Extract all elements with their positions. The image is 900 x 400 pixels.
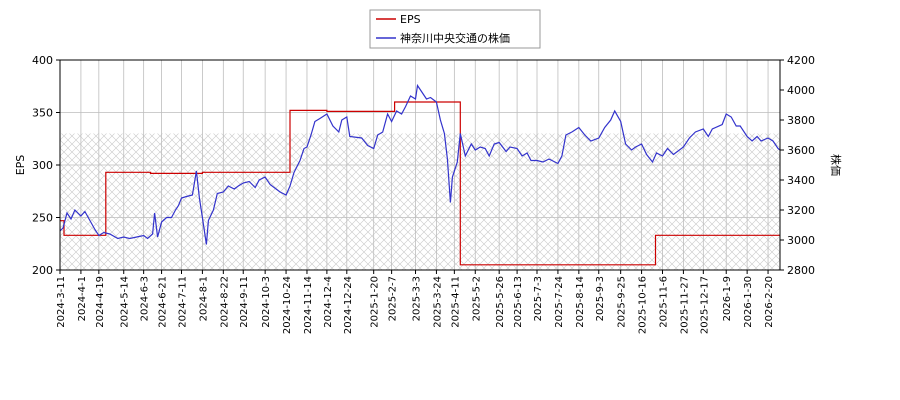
x-tick-label: 2025-7-24 (554, 276, 565, 328)
y-right-tick-label: 4000 (787, 84, 815, 97)
x-tick-label: 2026-2-20 (764, 276, 775, 328)
y-axis-right-label: 株価 (829, 154, 843, 176)
x-tick-label: 2026-1-9 (722, 276, 733, 321)
x-tick-label: 2025-11-6 (658, 276, 669, 328)
legend-box (369, 9, 541, 49)
y-right-tick-label: 2800 (787, 264, 815, 277)
y-left-tick-label: 250 (32, 212, 53, 225)
x-tick-label: 2025-2-7 (388, 276, 399, 321)
x-tick-label: 2024-8-1 (198, 276, 209, 321)
y-right-tick-label: 3600 (787, 144, 815, 157)
x-tick-label: 2024-12-4 (323, 276, 334, 328)
x-tick-label: 2024-6-21 (158, 276, 169, 328)
x-tick-label: 2024-4-1 (77, 276, 88, 321)
x-axis: 2024-3-11 2024-4-1 2024-4-19 2024-5-14 2024-… (56, 270, 775, 334)
x-tick-label: 2024-9-11 (239, 276, 250, 328)
y-axis-left: 200 250 300 350 400 (32, 54, 60, 277)
x-tick-label: 2025-7-3 (533, 276, 544, 321)
x-tick-label: 2024-7-11 (177, 276, 188, 328)
x-tick-label: 2024-8-22 (219, 276, 230, 328)
x-tick-label: 2025-5-26 (495, 276, 506, 328)
x-tick-label: 2024-6-3 (140, 276, 151, 321)
y-right-tick-label: 3800 (787, 114, 815, 127)
legend-label-eps: EPS (400, 13, 421, 26)
x-tick-label: 2025-3-3 (412, 276, 423, 321)
x-tick-label: 2025-5-2 (471, 276, 482, 321)
x-tick-label: 2025-10-16 (638, 276, 649, 334)
hatch-band (60, 133, 780, 270)
series-layer (60, 83, 780, 266)
x-tick-label: 2025-9-25 (617, 276, 628, 328)
plot-area (59, 59, 781, 271)
x-tick-label: 2025-11-27 (679, 276, 690, 334)
y-right-tick-label: 3200 (787, 204, 815, 217)
x-tick-label: 2026-1-30 (743, 276, 754, 328)
x-tick-label: 2024-3-11 (56, 276, 67, 328)
y-left-tick-label: 400 (32, 54, 53, 67)
eps-series-line (60, 101, 780, 266)
y-left-tick-label: 300 (32, 159, 53, 172)
x-tick-label: 2025-1-20 (370, 276, 381, 328)
x-tick-label: 2024-5-14 (120, 276, 131, 328)
x-tick-label: 2025-12-17 (699, 276, 710, 334)
y-right-tick-label: 3400 (787, 174, 815, 187)
x-tick-label: 2024-12-24 (343, 276, 354, 334)
x-tick-label: 2025-3-24 (432, 276, 443, 328)
y-axis-left-label: EPS (14, 155, 27, 176)
x-tick-label: 2025-6-13 (513, 276, 524, 328)
x-tick-label: 2025-8-14 (575, 276, 586, 328)
y-axis-right: 2800 3000 3200 3400 3600 3800 4000 4200 (780, 54, 815, 277)
x-tick-label: 2024-10-24 (282, 276, 293, 334)
price-series-line (60, 83, 780, 245)
x-tick-label: 2024-4-19 (95, 276, 106, 328)
legend: EPS 神奈川中央交通の株価 (369, 9, 541, 49)
y-right-tick-label: 4200 (787, 54, 815, 67)
x-tick-label: 2025-9-3 (595, 276, 606, 321)
x-tick-label: 2025-4-11 (450, 276, 461, 328)
y-right-tick-label: 3000 (787, 234, 815, 247)
legend-label-price: 神奈川中央交通の株価 (400, 31, 510, 45)
y-left-tick-label: 200 (32, 264, 53, 277)
x-tick-label: 2024-10-3 (261, 276, 272, 328)
x-tick-label: 2024-11-14 (303, 276, 314, 334)
y-left-tick-label: 350 (32, 107, 53, 120)
